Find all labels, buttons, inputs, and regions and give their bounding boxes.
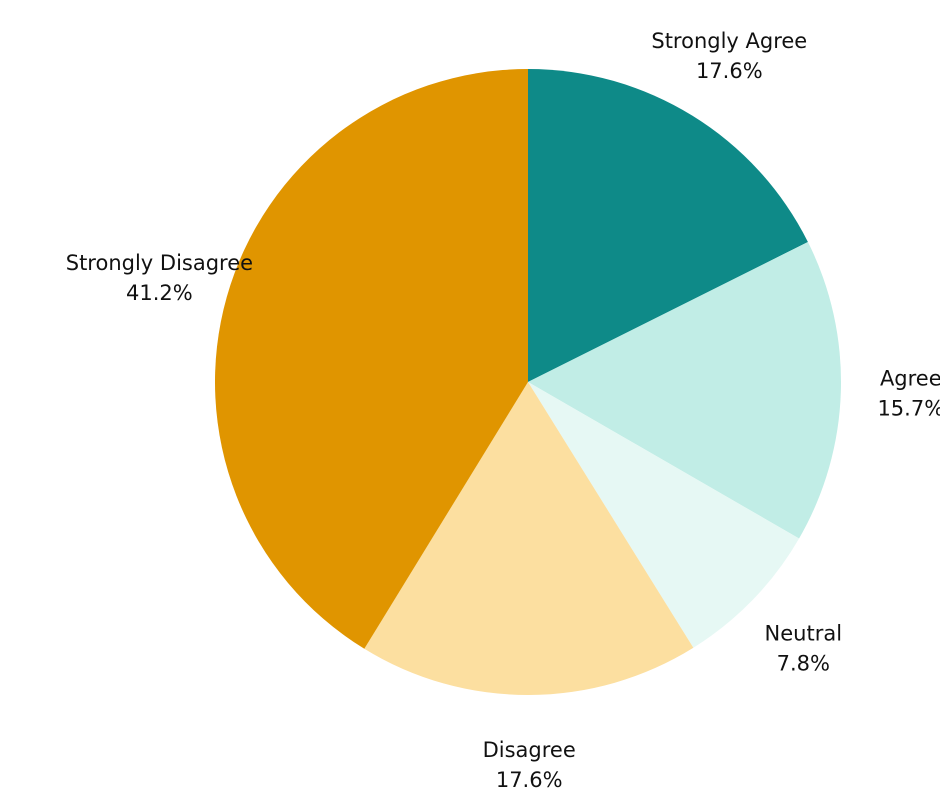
slice-percent-strongly-disagree: 41.2% <box>126 281 193 305</box>
slice-neutral <box>528 382 800 648</box>
pie-labels: Strongly Agree 17.6% Agree 15.7% Neutral 7.8%… <box>66 29 940 788</box>
slice-label-disagree: Disagree <box>483 738 576 762</box>
pie-slices <box>214 69 842 696</box>
slice-strongly-agree <box>528 69 808 382</box>
slice-percent-strongly-agree: 17.6% <box>696 59 763 83</box>
slice-percent-disagree: 17.6% <box>496 768 563 788</box>
slice-disagree <box>364 382 694 696</box>
slice-label-agree: Agree <box>880 366 940 390</box>
slice-label-strongly-disagree: Strongly Disagree <box>66 251 253 275</box>
slice-percent-agree: 15.7% <box>877 396 940 420</box>
slice-strongly-disagree <box>214 69 528 649</box>
slice-percent-neutral: 7.8% <box>777 651 830 675</box>
slice-agree <box>528 241 842 539</box>
slice-label-neutral: Neutral <box>765 621 843 645</box>
slice-label-strongly-agree: Strongly Agree <box>651 29 807 53</box>
